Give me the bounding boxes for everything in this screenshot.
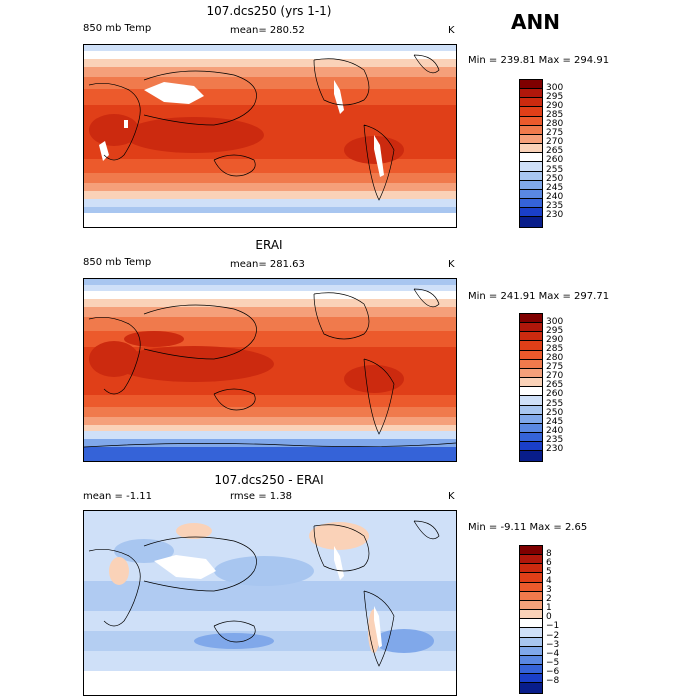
cb2-label: 265 [546, 380, 564, 390]
cb3-label: −5 [546, 658, 560, 668]
cb2-label: 245 [546, 417, 564, 427]
cb1-label: 245 [546, 183, 564, 193]
panel-2-field-label: 850 mb Temp [83, 257, 152, 268]
panel-3-colorbar [519, 545, 543, 694]
cb3-label: −6 [546, 667, 560, 677]
cb1-label: 275 [546, 128, 564, 138]
panel-2-minmax: Min = 241.91 Max = 297.71 [468, 291, 610, 302]
cb3-label: 2 [546, 594, 552, 604]
panel-1-map-svg [84, 45, 456, 227]
panel-3-units: K [448, 491, 455, 502]
season-label: ANN [511, 10, 560, 34]
cb2-label: 255 [546, 399, 564, 409]
cb2-label: 260 [546, 389, 564, 399]
panel-1-minmax: Min = 239.81 Max = 294.91 [468, 55, 610, 66]
cb2-label: 275 [546, 362, 564, 372]
cb1-label: 265 [546, 146, 564, 156]
cb2-label: 230 [546, 444, 564, 454]
cb1-label: 270 [546, 137, 564, 147]
cb2-label: 240 [546, 426, 564, 436]
panel-3-minmax: Min = -9.11 Max = 2.65 [468, 522, 588, 533]
cb3-label: 3 [546, 585, 552, 595]
cb1-label: 240 [546, 192, 564, 202]
panel-1-units: K [448, 25, 455, 36]
panel-3-map [83, 510, 457, 696]
panel-2-colorbar [519, 313, 543, 462]
panel-2-map-svg [84, 279, 456, 461]
cb1-label: 235 [546, 201, 564, 211]
panel-3-title: 107.dcs250 - ERAI [214, 473, 324, 487]
cb3-label: −2 [546, 631, 560, 641]
panel-1-field-label: 850 mb Temp [83, 23, 152, 34]
panel-3-rmse: rmse = 1.38 [230, 491, 293, 502]
cb2-label: 250 [546, 408, 564, 418]
cb1-label: 290 [546, 101, 564, 111]
cb3-label: 4 [546, 576, 552, 586]
cb3-label: −4 [546, 649, 560, 659]
cb1-label: 230 [546, 210, 564, 220]
cb3-label: 8 [546, 549, 552, 559]
panel-3-mean: mean = -1.11 [83, 491, 152, 502]
cb2-label: 300 [546, 317, 564, 327]
cb2-label: 280 [546, 353, 564, 363]
cb2-label: 290 [546, 335, 564, 345]
cb2-label: 295 [546, 326, 564, 336]
panel-1-map [83, 44, 457, 228]
cb1-label: 260 [546, 155, 564, 165]
cb1-label: 280 [546, 119, 564, 129]
cb2-label: 270 [546, 371, 564, 381]
cb3-label: 0 [546, 612, 552, 622]
cb3-label: 5 [546, 567, 552, 577]
cb1-label: 250 [546, 174, 564, 184]
panel-2-map [83, 278, 457, 462]
cb1-label: 285 [546, 110, 564, 120]
cb3-label: −8 [546, 676, 560, 686]
cb3-label: 6 [546, 558, 552, 568]
cb3-label: −1 [546, 621, 560, 631]
panel-1-mean: mean= 280.52 [230, 25, 305, 36]
cb3-label: −3 [546, 640, 560, 650]
cb2-label: 235 [546, 435, 564, 445]
cb1-label: 255 [546, 165, 564, 175]
cb3-label: 1 [546, 603, 552, 613]
panel-2-title: ERAI [255, 238, 283, 252]
panel-1-colorbar [519, 79, 543, 228]
cb1-label: 295 [546, 92, 564, 102]
panel-2-units: K [448, 259, 455, 270]
panel-1-title: 107.dcs250 (yrs 1-1) [206, 4, 332, 18]
panel-3-map-svg [84, 511, 456, 695]
cb2-label: 285 [546, 344, 564, 354]
cb1-label: 300 [546, 83, 564, 93]
panel-2-mean: mean= 281.63 [230, 259, 305, 270]
